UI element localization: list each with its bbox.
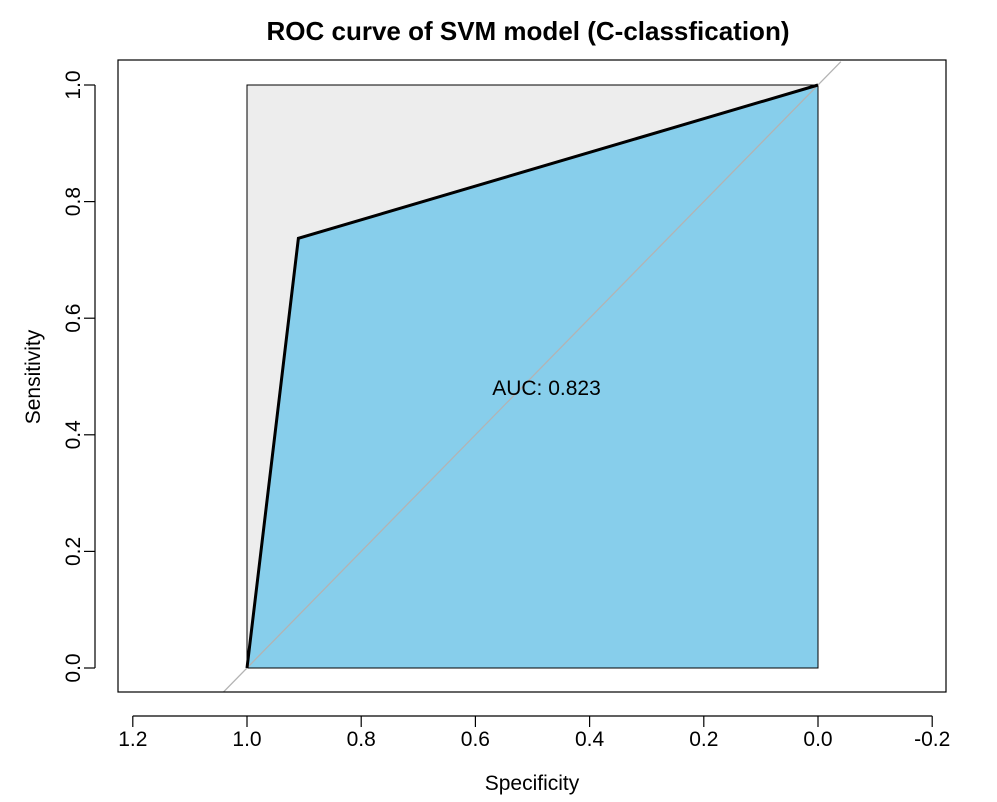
roc-curve-line — [245, 83, 819, 669]
y-tick-label: 0.2 — [62, 537, 85, 566]
x-tick-label: 1.2 — [118, 728, 147, 751]
auc-annotation: AUC: 0.823 — [492, 377, 601, 400]
x-tick-label: -0.2 — [914, 728, 950, 751]
y-tick-label: 0.4 — [62, 420, 85, 450]
y-tick-label: 1.0 — [62, 70, 85, 99]
y-tick-label: 0.6 — [62, 304, 85, 333]
x-tick-label: 1.0 — [232, 728, 261, 751]
plot-area — [222, 61, 842, 692]
x-tick-label: 0.8 — [347, 728, 376, 751]
x-tick-label: 0.4 — [575, 728, 605, 751]
axes: 1.2 1.0 0.8 0.6 0.4 0.2 0.0 -0.2 0.0 0.2 0.4 0.6 0.8… — [62, 59, 950, 751]
y-axis-label: Sensitivity — [22, 329, 45, 424]
x-axis-label: Specificity — [485, 772, 580, 795]
x-tick-label: 0.6 — [461, 728, 490, 751]
y-tick-label: 0.8 — [62, 187, 85, 216]
y-tick-label: 0.0 — [62, 653, 85, 682]
diagonal-reference-line — [222, 61, 842, 692]
chart-title: ROC curve of SVM model (C-classfication) — [267, 16, 790, 46]
x-tick-label: 0.2 — [689, 728, 718, 751]
x-tick-label: 0.0 — [803, 728, 832, 751]
plot-frame — [117, 59, 947, 693]
